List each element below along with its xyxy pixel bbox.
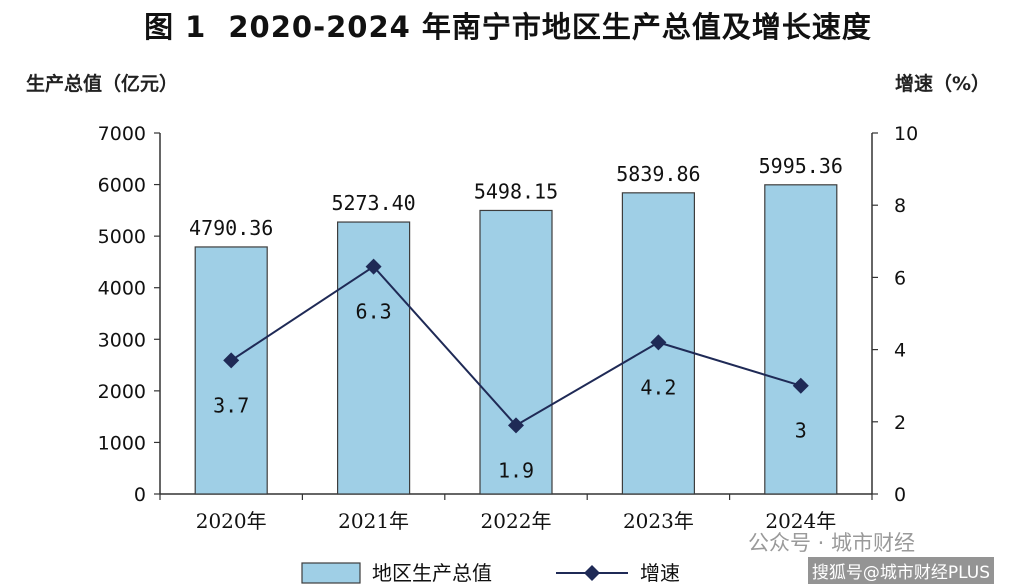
right-tick-label: 8	[894, 195, 906, 217]
growth-value-label: 3	[795, 419, 807, 443]
growth-marker	[508, 417, 524, 434]
x-tick-label: 2021年	[338, 509, 409, 533]
bar-value-label: 5995.36	[759, 154, 843, 178]
x-tick-label: 2024年	[765, 509, 836, 533]
bar	[194, 246, 268, 495]
left-tick-label: 7000	[98, 123, 146, 145]
legend-bar-label: 地区生产总值	[372, 561, 492, 585]
bar	[479, 209, 553, 495]
growth-line-series	[223, 258, 809, 434]
data-labels: 4790.36 5273.40 5498.15 5839.86 5995.36 3.7 6.…	[189, 154, 843, 483]
left-tick-label: 2000	[98, 381, 146, 403]
title-text: 2020-2024 年南宁市地区生产总值及增长速度	[228, 10, 872, 44]
right-tick-label: 10	[894, 123, 918, 145]
left-tick-label: 6000	[98, 175, 146, 197]
bar	[764, 184, 838, 495]
growth-marker	[792, 377, 809, 394]
growth-value-label: 6.3	[356, 300, 392, 324]
growth-value-label: 1.9	[498, 458, 534, 482]
x-tick-label: 2023年	[623, 509, 694, 533]
growth-marker	[650, 334, 667, 351]
left-axis-label: 生产总值（亿元）	[26, 72, 178, 95]
right-axis-label: 增速（%）	[895, 72, 990, 95]
bar-value-label: 5273.40	[331, 191, 415, 215]
bar-series	[194, 184, 838, 495]
legend: 地区生产总值 增速	[301, 561, 680, 585]
growth-marker	[223, 352, 240, 369]
growth-marker	[365, 258, 382, 275]
left-tick-label: 0	[134, 484, 146, 506]
x-tick-label: 2020年	[196, 509, 267, 533]
growth-value-label: 4.2	[640, 375, 676, 399]
left-tick-label: 3000	[98, 329, 146, 351]
watermark-text: 公众号 · 城市财经	[748, 531, 915, 555]
figure-number: 图 1	[144, 10, 207, 44]
left-tick-label: 5000	[98, 226, 146, 248]
x-tick-label: 2022年	[481, 509, 552, 533]
right-tick-label: 4	[894, 340, 906, 362]
legend-line-marker	[584, 565, 600, 581]
bar-value-label: 4790.36	[189, 216, 273, 240]
left-tick-label: 4000	[98, 278, 146, 300]
right-tick-label: 0	[894, 484, 906, 506]
chart-title: 图 1 2020-2024 年南宁市地区生产总值及增长速度	[0, 4, 1016, 46]
legend-bar-swatch	[301, 562, 361, 584]
right-tick-label: 6	[894, 267, 906, 289]
bar-value-label: 5839.86	[616, 162, 700, 186]
left-tick-label: 1000	[98, 432, 146, 454]
watermark-badge: 搜狐号@城市财经PLUS	[807, 557, 994, 584]
bar-value-label: 5498.15	[474, 179, 558, 203]
axes: 0 1000 2000 3000 4000 5000 6000 7000 0 2 4 6 8 10 2020…	[98, 123, 919, 533]
growth-value-label: 3.7	[213, 393, 249, 417]
right-tick-label: 2	[894, 412, 906, 434]
legend-line-label: 增速	[640, 561, 680, 585]
